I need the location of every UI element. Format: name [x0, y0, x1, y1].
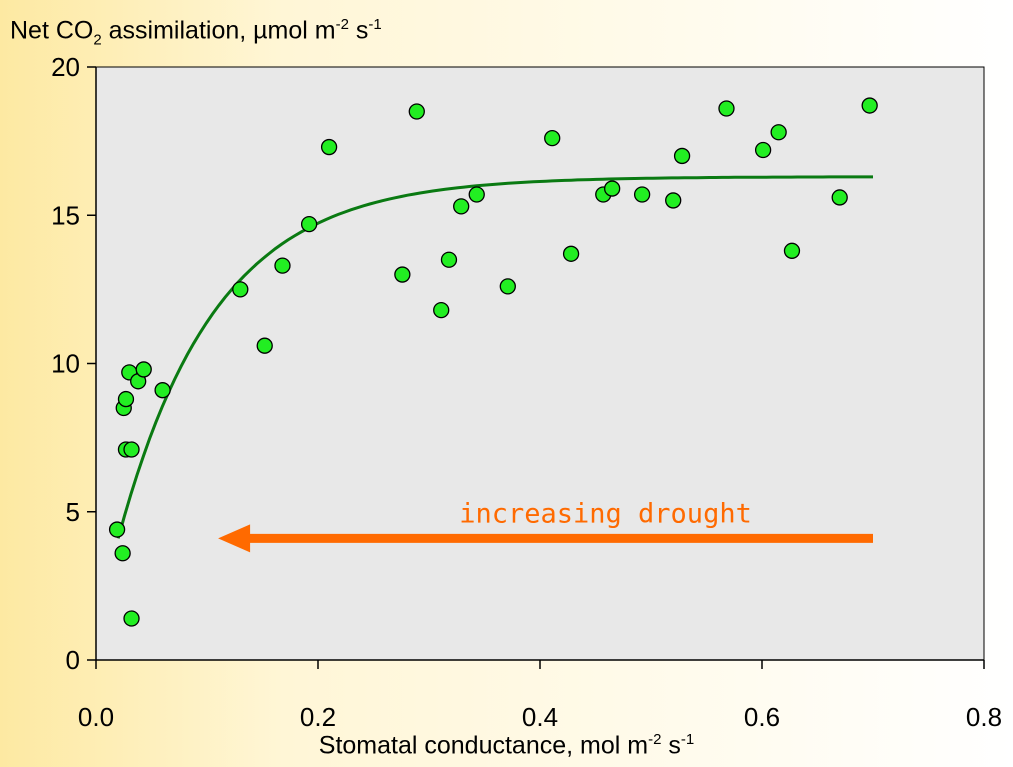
drought-annotation-text: increasing drought: [459, 498, 752, 529]
data-point: [468, 186, 485, 203]
x-tick-label: 0.6: [744, 702, 780, 732]
drought-arrow-head: [218, 524, 251, 553]
data-point: [499, 278, 516, 295]
plot-area: [95, 66, 985, 661]
y-tick-label: 15: [51, 200, 80, 230]
data-point: [394, 266, 411, 283]
data-point: [604, 180, 621, 197]
data-point: [114, 545, 131, 562]
y-axis-label: Net CO2 assimilation, µmol m-2 s-1: [10, 16, 382, 49]
data-point: [453, 198, 470, 215]
data-point: [665, 192, 682, 209]
data-point: [831, 189, 848, 206]
data-point: [718, 100, 735, 117]
data-point: [154, 382, 171, 399]
data-point: [783, 242, 801, 259]
data-point: [673, 147, 691, 165]
data-point: [232, 281, 249, 298]
y-tick-label: 5: [66, 497, 80, 527]
y-tick-label: 20: [51, 52, 80, 82]
y-tick-label: 0: [66, 645, 80, 675]
data-point: [633, 186, 651, 203]
data-point: [320, 138, 338, 156]
fit-curve: [116, 175, 873, 539]
data-point: [300, 215, 318, 233]
data-point: [123, 610, 140, 627]
data-point: [861, 97, 878, 114]
data-point: [108, 521, 126, 538]
y-tick-label: 10: [51, 349, 80, 379]
data-point: [770, 124, 787, 141]
data-point: [256, 337, 273, 354]
data-point: [408, 103, 425, 120]
data-point: [440, 251, 458, 268]
x-tick-label: 0.0: [78, 702, 114, 732]
data-point: [433, 301, 450, 319]
x-tick-label: 0.4: [522, 702, 558, 732]
data-point: [117, 390, 135, 408]
data-point: [135, 361, 152, 378]
data-point: [754, 141, 772, 159]
data-point: [562, 245, 580, 262]
x-tick-label: 0.2: [300, 702, 336, 732]
data-point: [274, 257, 291, 274]
x-tick-label: 0.8: [966, 702, 1002, 732]
data-point: [123, 441, 140, 458]
x-axis-label: Stomatal conductance, mol m-2 s-1: [318, 731, 695, 760]
data-point: [544, 130, 561, 147]
